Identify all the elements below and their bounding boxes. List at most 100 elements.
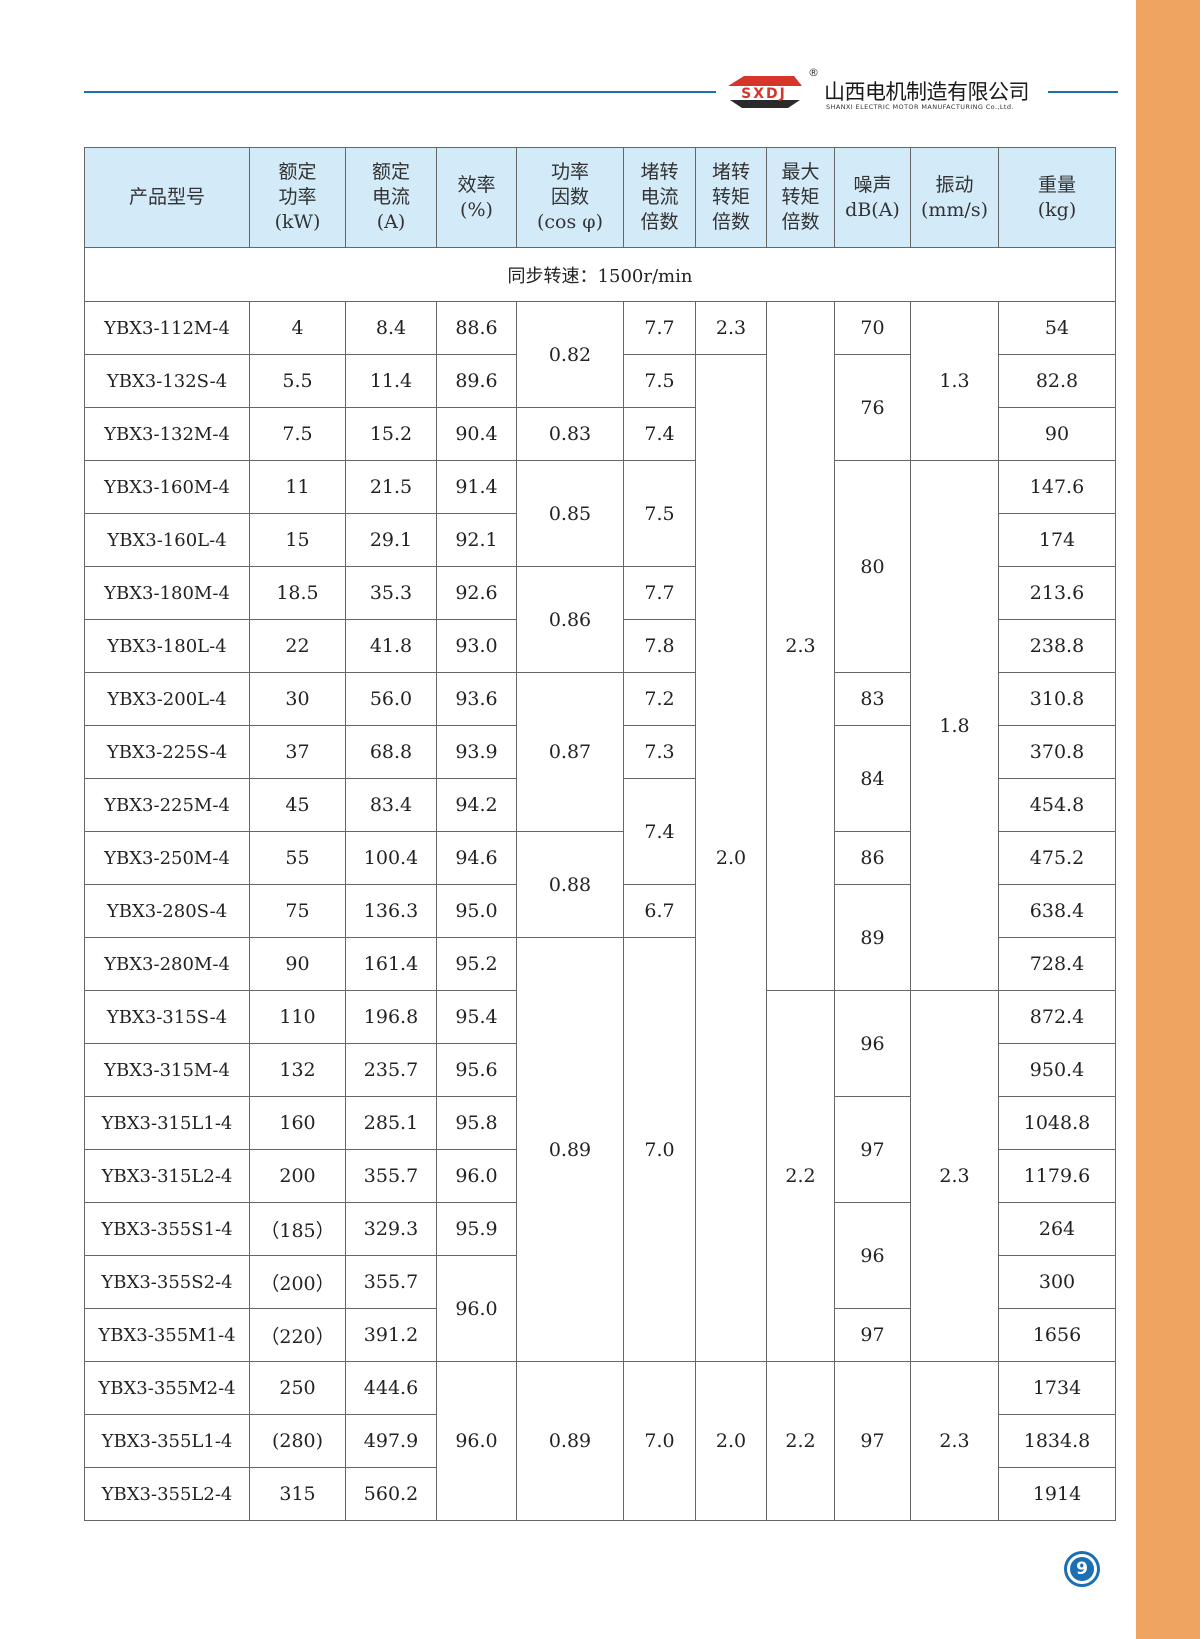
header-locked-rotor-current: 堵转 电流 倍数 xyxy=(623,147,696,248)
cell-efficiency: 93.9 xyxy=(436,725,517,779)
cell-rated-current: 329.3 xyxy=(345,1202,437,1256)
cell-weight: 1734 xyxy=(998,1361,1116,1415)
page-number-badge: 9 xyxy=(1064,1551,1100,1587)
cell-model: YBX3-225S-4 xyxy=(84,725,250,779)
cell-efficiency: 92.1 xyxy=(436,513,517,567)
cell-rated-current: 235.7 xyxy=(345,1043,437,1097)
cell-model: YBX3-160M-4 xyxy=(84,460,250,514)
cell-rated-current: 285.1 xyxy=(345,1096,437,1150)
table-row: YBX3-315S-4 110 196.8 95.4 2.2 96 2.3 872.4 xyxy=(84,990,1116,1362)
cell-rated-current: 161.4 xyxy=(345,937,437,991)
cell-weight: 475.2 xyxy=(998,831,1116,885)
cell-rated-power: 250 xyxy=(249,1361,346,1415)
cell-rated-current: 355.7 xyxy=(345,1149,437,1203)
cell-rated-power: （185） xyxy=(249,1202,346,1256)
section-label: 同步转速：1500r/min xyxy=(84,247,1116,302)
header-vibration: 振动 (mm/s) xyxy=(910,147,999,248)
cell-noise: 96 xyxy=(834,990,911,1097)
cell-rated-current: 11.4 xyxy=(345,354,437,408)
table-row: YBX3-132M-4 7.5 15.2 90.4 0.83 7.4 90 xyxy=(84,407,1116,461)
cell-efficiency: 89.6 xyxy=(436,354,517,408)
cell-efficiency: 93.0 xyxy=(436,619,517,673)
cell-rated-power: （220） xyxy=(249,1308,346,1362)
cell-noise: 97 xyxy=(834,1096,911,1203)
cell-efficiency: 96.0 xyxy=(436,1361,517,1521)
cell-rated-current: 35.3 xyxy=(345,566,437,620)
table-row: YBX3-280M-4 90 161.4 95.2 0.89 7.0 728.4 xyxy=(84,937,1116,1362)
table-row: YBX3-280S-4 75 136.3 95.0 6.7 89 638.4 xyxy=(84,884,1116,991)
cell-efficiency: 96.0 xyxy=(436,1149,517,1203)
table-row: YBX3-355L1-4 (280) 497.9 1834.8 xyxy=(84,1414,1116,1468)
cell-model: YBX3-132M-4 xyxy=(84,407,250,461)
cell-rated-power: 18.5 xyxy=(249,566,346,620)
cell-rated-current: 100.4 xyxy=(345,831,437,885)
cell-rated-current: 29.1 xyxy=(345,513,437,567)
cell-rated-power: 315 xyxy=(249,1467,346,1521)
cell-noise: 80 xyxy=(834,460,911,673)
cell-power-factor: 0.85 xyxy=(516,460,624,567)
header-max-torque: 最大 转矩 倍数 xyxy=(766,147,835,248)
table-row: YBX3-180M-4 18.5 35.3 92.6 0.86 7.7 213.6 xyxy=(84,566,1116,673)
header-rule-right xyxy=(1048,91,1118,93)
cell-weight: 82.8 xyxy=(998,354,1116,408)
cell-weight: 300 xyxy=(998,1255,1116,1309)
cell-rated-power: 110 xyxy=(249,990,346,1044)
cell-rated-power: （200） xyxy=(249,1255,346,1309)
cell-weight: 90 xyxy=(998,407,1116,461)
table-row: YBX3-112M-4 4 8.4 88.6 0.82 7.7 2.3 2.3 70 1.3 54 xyxy=(84,301,1116,991)
cell-locked-rotor-current: 7.7 xyxy=(623,566,696,620)
cell-locked-rotor-current: 7.3 xyxy=(623,725,696,779)
cell-locked-rotor-torque: 2.3 xyxy=(695,301,767,355)
cell-model: YBX3-355M2-4 xyxy=(84,1361,250,1415)
sxdj-logo-icon: SXDJ xyxy=(724,76,804,108)
cell-weight: 454.8 xyxy=(998,778,1116,832)
cell-model: YBX3-112M-4 xyxy=(84,301,250,355)
cell-weight: 950.4 xyxy=(998,1043,1116,1097)
company-name-en: SHANXI ELECTRIC MOTOR MANUFACTURING Co.,… xyxy=(826,103,1014,111)
table-header-row: 产品型号 额定 功率 (kW) 额定 电流 (A) 效率 (%) 功率 因数 (cos … xyxy=(84,147,1116,248)
cell-weight: 872.4 xyxy=(998,990,1116,1044)
cell-noise: 96 xyxy=(834,1202,911,1309)
cell-vibration: 1.3 xyxy=(910,301,999,461)
cell-model: YBX3-132S-4 xyxy=(84,354,250,408)
cell-noise: 89 xyxy=(834,884,911,991)
cell-model: YBX3-180L-4 xyxy=(84,619,250,673)
cell-power-factor: 0.87 xyxy=(516,672,624,832)
header-model: 产品型号 xyxy=(84,147,250,248)
cell-power-factor: 0.82 xyxy=(516,301,624,408)
header-rule-left xyxy=(84,91,716,93)
table-row: YBX3-315L1-4 160 285.1 95.8 97 1048.8 xyxy=(84,1096,1116,1203)
cell-weight: 638.4 xyxy=(998,884,1116,938)
cell-model: YBX3-355L2-4 xyxy=(84,1467,250,1521)
cell-rated-current: 355.7 xyxy=(345,1255,437,1309)
cell-locked-rotor-current: 7.2 xyxy=(623,672,696,726)
cell-rated-current: 391.2 xyxy=(345,1308,437,1362)
cell-rated-power: 5.5 xyxy=(249,354,346,408)
table-row: YBX3-250M-4 55 100.4 94.6 0.88 86 475.2 xyxy=(84,831,1116,938)
cell-power-factor: 0.89 xyxy=(516,937,624,1362)
cell-weight: 1179.6 xyxy=(998,1149,1116,1203)
section-row: 同步转速：1500r/min xyxy=(84,247,1116,302)
cell-weight: 238.8 xyxy=(998,619,1116,673)
cell-power-factor: 0.83 xyxy=(516,407,624,461)
cell-noise: 97 xyxy=(834,1361,911,1521)
cell-power-factor: 0.89 xyxy=(516,1361,624,1521)
company-name-cn: 山西电机制造有限公司 xyxy=(824,80,1030,104)
table-row: YBX3-132S-4 5.5 11.4 89.6 7.5 2.0 76 82.8 xyxy=(84,354,1116,1362)
cell-model: YBX3-200L-4 xyxy=(84,672,250,726)
cell-model: YBX3-225M-4 xyxy=(84,778,250,832)
cell-weight: 370.8 xyxy=(998,725,1116,779)
cell-rated-power: 45 xyxy=(249,778,346,832)
cell-rated-current: 21.5 xyxy=(345,460,437,514)
cell-model: YBX3-355M1-4 xyxy=(84,1308,250,1362)
table-row: YBX3-355M1-4 （220） 391.2 97 1656 xyxy=(84,1308,1116,1362)
cell-rated-current: 8.4 xyxy=(345,301,437,355)
header-power-factor: 功率 因数 (cos φ) xyxy=(516,147,624,248)
cell-rated-power: 132 xyxy=(249,1043,346,1097)
cell-max-torque: 2.3 xyxy=(766,301,835,991)
cell-locked-rotor-current: 7.8 xyxy=(623,619,696,673)
cell-locked-rotor-current: 7.5 xyxy=(623,354,696,408)
cell-model: YBX3-355S2-4 xyxy=(84,1255,250,1309)
cell-weight: 174 xyxy=(998,513,1116,567)
cell-efficiency: 95.4 xyxy=(436,990,517,1044)
